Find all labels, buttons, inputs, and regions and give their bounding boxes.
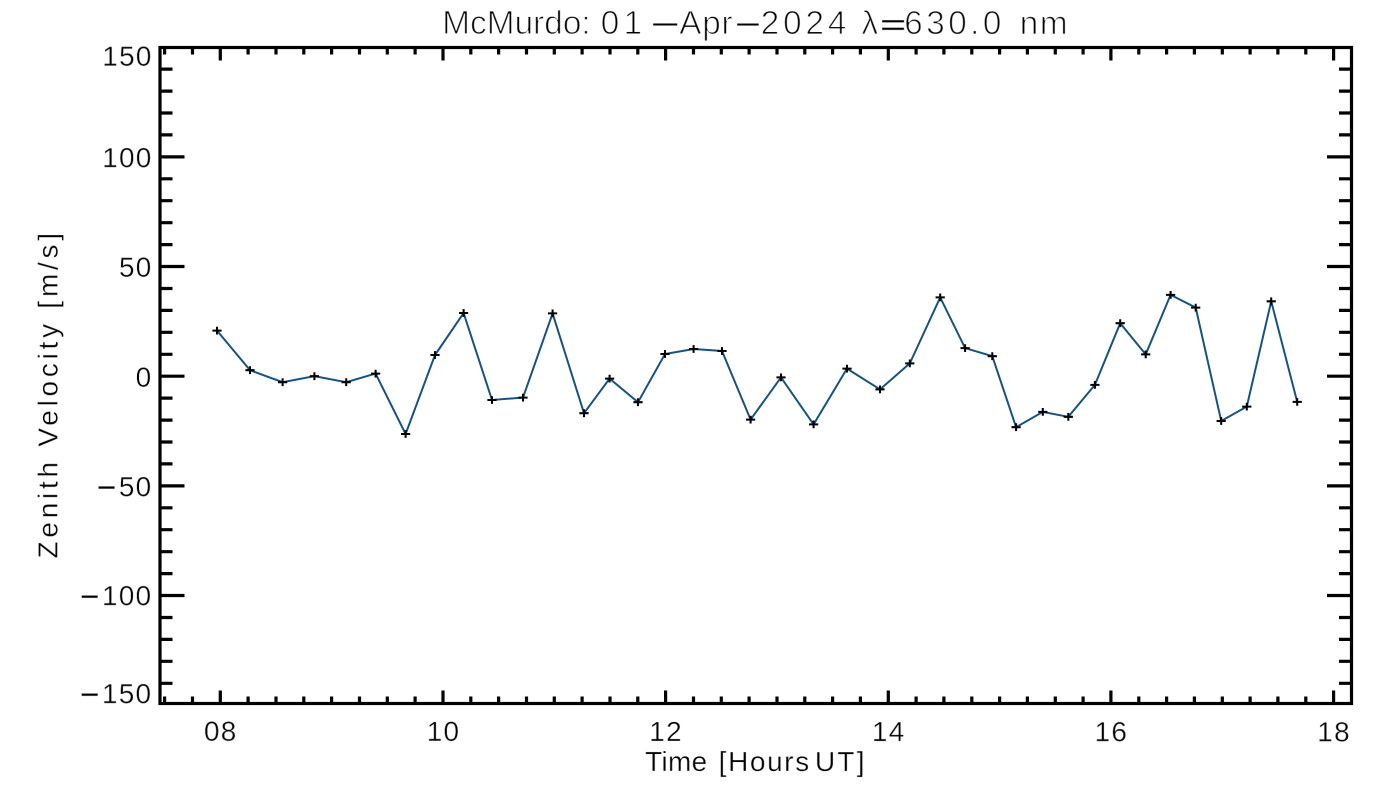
- svg-text:λ: λ: [861, 5, 878, 42]
- svg-text:150: 150: [102, 41, 152, 72]
- svg-text:18: 18: [1317, 716, 1351, 747]
- svg-text:01: 01: [601, 5, 647, 42]
- svg-text:14: 14: [872, 716, 906, 747]
- svg-text:UT]: UT]: [815, 746, 867, 777]
- svg-text:50: 50: [119, 471, 153, 502]
- svg-text:150: 150: [102, 678, 152, 709]
- svg-text:0: 0: [136, 362, 153, 393]
- svg-text:50: 50: [119, 251, 153, 282]
- svg-text:[Hours: [Hours: [719, 746, 811, 777]
- svg-text:08: 08: [204, 716, 238, 747]
- svg-text:Apr: Apr: [679, 5, 733, 42]
- svg-text:100: 100: [102, 142, 152, 173]
- svg-text:10: 10: [427, 716, 461, 747]
- svg-text:Time: Time: [645, 746, 707, 777]
- svg-text:2024: 2024: [761, 5, 851, 42]
- svg-text:16: 16: [1095, 716, 1129, 747]
- svg-text:630.0: 630.0: [904, 5, 1005, 42]
- svg-text:12: 12: [649, 716, 683, 747]
- svg-text:McMurdo:: McMurdo:: [442, 5, 590, 42]
- svg-text:Zenith Velocity [m/s]: Zenith Velocity [m/s]: [33, 229, 64, 558]
- svg-text:100: 100: [102, 580, 152, 611]
- svg-text:nm: nm: [1020, 5, 1069, 42]
